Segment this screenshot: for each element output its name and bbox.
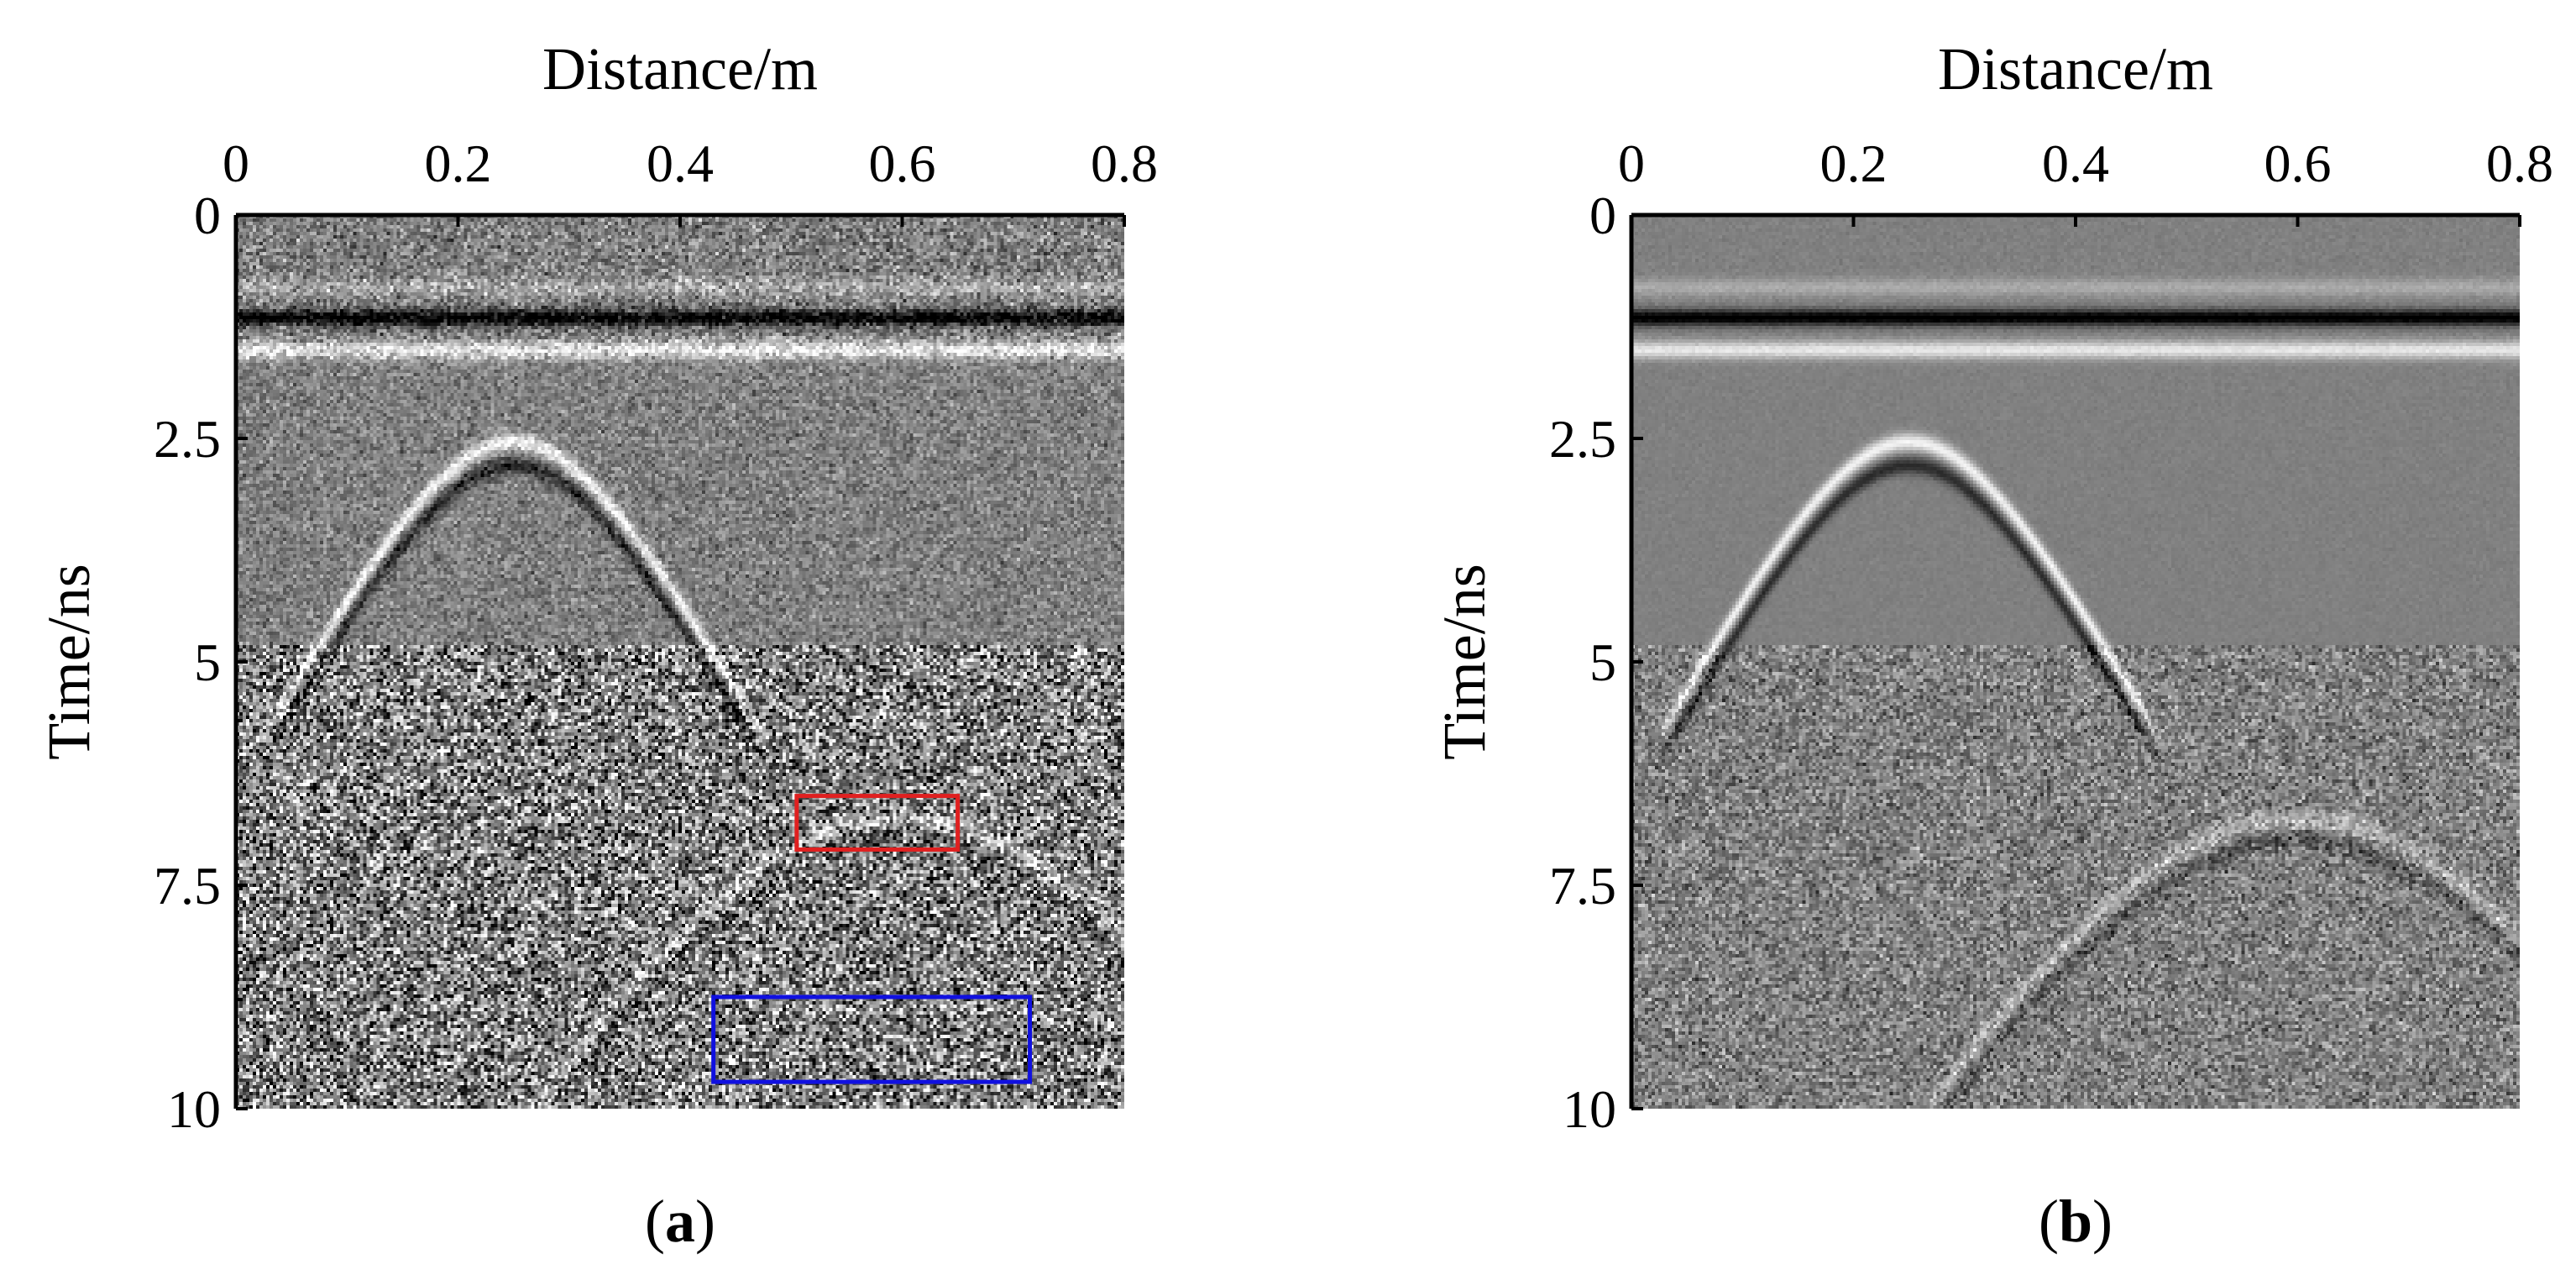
annotation-box-blue	[711, 994, 1033, 1084]
radargram-b-image	[1631, 215, 2520, 1109]
x-tick-label: 0.8	[2486, 134, 2553, 193]
y-axis-title: Time/ns	[35, 564, 102, 759]
y-tick-label: 7.5	[1549, 856, 1616, 916]
y-tick-label: 0	[1589, 186, 1616, 245]
x-axis-title: Distance/m	[1938, 35, 2213, 102]
panel-label-a: (a)	[645, 1188, 715, 1255]
x-tick-label: 0.8	[1091, 134, 1158, 193]
x-tick-label: 0	[1618, 134, 1645, 193]
x-axis-title: Distance/m	[542, 35, 818, 102]
x-tick-label: 0.6	[2264, 134, 2332, 193]
x-tick-label: 0	[223, 134, 249, 193]
radargram-a-image	[236, 215, 1124, 1109]
axes-a: 0 0.2 0.4 0.6 0.8 0 2.5 5 7.5 10 Distance/m Time/ns…	[35, 35, 1158, 1255]
y-axis-title: Time/ns	[1431, 564, 1498, 759]
annotation-box-red	[794, 794, 961, 852]
x-tick-label: 0.4	[647, 134, 714, 193]
x-tick-label: 0.2	[425, 134, 492, 193]
y-tick-label: 10	[1563, 1079, 1616, 1139]
axes-b: 0 0.2 0.4 0.6 0.8 0 2.5 5 7.5 10 Distance/m Time/ns…	[1431, 35, 2553, 1255]
y-tick-label: 2.5	[154, 409, 221, 469]
y-tick-label: 5	[194, 632, 221, 692]
y-tick-label: 2.5	[1549, 409, 1616, 469]
y-tick-label: 0	[194, 186, 221, 245]
y-tick-label: 5	[1589, 632, 1616, 692]
x-tick-label: 0.2	[1820, 134, 1887, 193]
panel-label-b: (b)	[2039, 1188, 2113, 1255]
x-tick-label: 0.6	[869, 134, 936, 193]
x-tick-label: 0.4	[2042, 134, 2109, 193]
y-tick-label: 10	[167, 1079, 221, 1139]
y-tick-label: 7.5	[154, 856, 221, 916]
